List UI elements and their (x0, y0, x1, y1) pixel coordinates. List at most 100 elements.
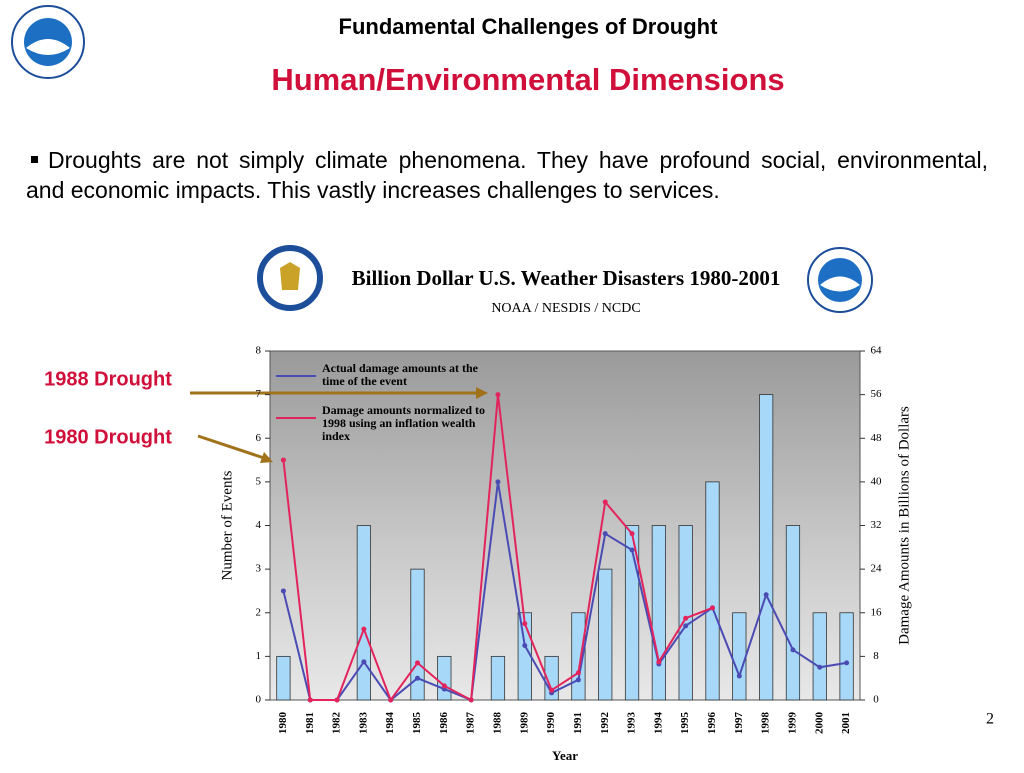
bar (276, 655, 291, 701)
y2-tick-label: 40 (871, 475, 883, 487)
x-tick-label: 1998 (760, 712, 772, 735)
bar (437, 655, 452, 701)
point (844, 660, 850, 666)
x-tick-label: 1987 (465, 712, 477, 735)
noaa-logo-small (807, 247, 873, 313)
legend-label: Actual damage amounts at the time of the… (322, 362, 478, 388)
point (602, 531, 608, 537)
point (763, 592, 769, 598)
bar (356, 525, 371, 701)
x-tick-label: 1992 (599, 712, 611, 735)
y-tick-label: 0 (256, 694, 262, 706)
y-tick-label: 2 (256, 606, 262, 618)
point (415, 660, 420, 666)
annotation-arrows (190, 387, 488, 463)
bar (785, 525, 801, 701)
point (575, 677, 581, 683)
bullet-box: Droughts are not simply climate phenomen… (26, 147, 988, 203)
point (629, 547, 635, 553)
y2-tick-label: 32 (871, 519, 882, 531)
bar (598, 568, 613, 701)
bar (759, 394, 774, 701)
point (683, 623, 689, 629)
slide-title: Fundamental Challenges of Drought (339, 14, 719, 39)
bar (571, 612, 586, 701)
slide-subtitle: Human/Environmental Dimensions (271, 62, 784, 97)
point (468, 697, 474, 703)
bar (624, 525, 640, 701)
x-tick-label: 1994 (652, 712, 664, 735)
x-tick-label: 1989 (518, 712, 530, 735)
bar (651, 525, 666, 701)
x-tick-label: 1988 (491, 712, 503, 735)
bar (732, 612, 747, 701)
x-tick-label: 2000 (813, 712, 825, 735)
chart-title: Billion Dollar U.S. Weather Disasters 19… (352, 266, 781, 290)
point (495, 479, 501, 485)
bullet-marker (31, 156, 38, 163)
y2-tick-label: 8 (873, 650, 879, 662)
point (736, 673, 742, 679)
x-tick-label: 1982 (331, 712, 343, 735)
bar (490, 655, 506, 701)
point (441, 683, 447, 689)
y-tick-label: 4 (256, 519, 262, 531)
seal-logo (257, 245, 323, 311)
y2-tick-label: 0 (873, 694, 879, 706)
y2-tick-label: 56 (871, 388, 883, 400)
x-tick-label: 1993 (626, 712, 638, 735)
x-tick-label: 1990 (545, 712, 557, 735)
point (629, 531, 635, 537)
x-tick-label: 1981 (304, 712, 316, 734)
bar (678, 525, 693, 701)
x-tick-label: 1996 (706, 712, 718, 735)
point (656, 659, 662, 665)
point (549, 687, 555, 693)
y-axis-label: Number of Events (219, 470, 235, 580)
y2-tick-label: 64 (871, 345, 883, 357)
bar (812, 612, 827, 701)
point (388, 697, 394, 703)
point (683, 615, 689, 621)
point (522, 621, 528, 627)
point (602, 499, 608, 505)
annotation: 1980 Drought (44, 426, 172, 448)
bar (705, 481, 720, 701)
point (361, 659, 367, 665)
point (361, 626, 367, 632)
x-tick-label: 1991 (572, 712, 584, 734)
legend-label: Damage amounts normalized to 1998 using … (322, 404, 485, 443)
point (280, 457, 286, 463)
chart-subtitle: NOAA / NESDIS / NCDC (491, 301, 640, 316)
y2-tick-label: 16 (871, 606, 883, 618)
annotation: 1988 Drought (44, 368, 172, 390)
x-tick-label: 1999 (786, 712, 798, 735)
y-tick-label: 6 (256, 432, 262, 444)
point (710, 605, 715, 611)
legend-box: Actual damage amounts at the time of the… (322, 362, 478, 388)
point (817, 664, 823, 670)
point (575, 670, 581, 676)
bullet-text: Droughts are not simply climate phenomen… (26, 147, 988, 203)
y-tick-label: 1 (256, 650, 262, 662)
y2-tick-label: 48 (871, 432, 883, 444)
x-axis-label: Year (552, 748, 578, 763)
y2-tick-label: 24 (871, 563, 883, 575)
y-tick-label: 8 (256, 345, 262, 357)
point (522, 642, 528, 648)
y-tick-label: 7 (256, 388, 262, 400)
point (334, 697, 340, 703)
y-tick-label: 3 (256, 563, 262, 575)
x-tick-label: 1985 (411, 712, 423, 735)
point (280, 588, 286, 594)
x-tick-label: 2001 (840, 712, 852, 734)
x-tick-label: 1980 (277, 712, 289, 735)
y2-axis-label: Damage Amounts in Billions of Dollars (896, 406, 912, 645)
point (415, 675, 420, 681)
y-tick-label: 5 (256, 475, 262, 487)
point (790, 647, 796, 653)
x-tick-label: 1997 (733, 712, 745, 735)
bar (839, 612, 854, 701)
page-number: 2 (986, 711, 994, 728)
